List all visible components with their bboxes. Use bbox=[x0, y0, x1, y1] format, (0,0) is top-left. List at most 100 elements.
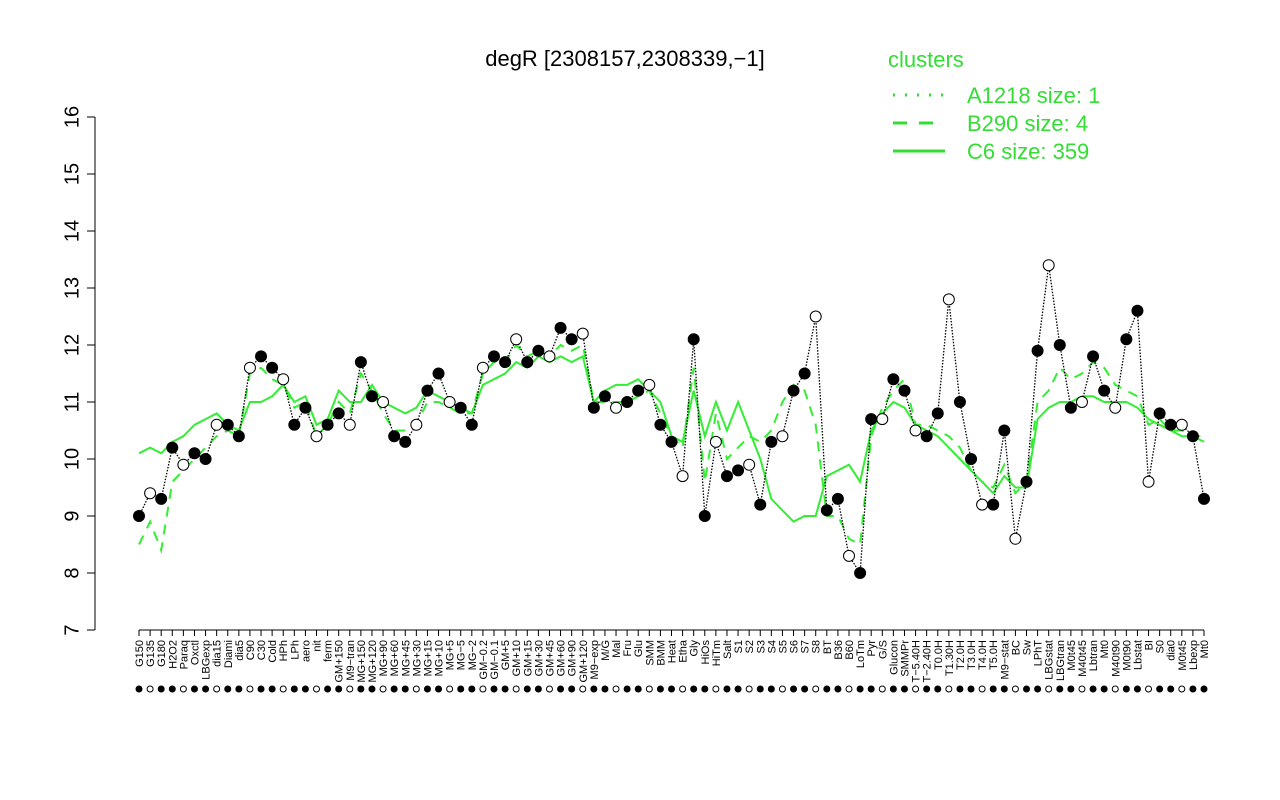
rug-marker bbox=[202, 685, 210, 693]
data-point bbox=[843, 549, 855, 562]
rug-marker bbox=[368, 685, 376, 693]
x-tick-label: MG−5 bbox=[456, 640, 468, 670]
x-tick-label: S3 bbox=[755, 640, 767, 653]
data-point bbox=[965, 453, 978, 465]
data-point bbox=[865, 413, 878, 426]
x-tick-label: Mt0 bbox=[1099, 640, 1111, 658]
rug-marker bbox=[468, 685, 476, 693]
rug-marker bbox=[923, 685, 931, 693]
data-point bbox=[610, 401, 623, 414]
data-point bbox=[1120, 333, 1133, 346]
rug-marker bbox=[423, 685, 431, 693]
rug-marker bbox=[1145, 685, 1153, 693]
x-tick-label: Diami bbox=[223, 640, 235, 668]
data-point bbox=[1164, 418, 1177, 431]
x-tick-label: T2.0H bbox=[955, 640, 967, 670]
data-point bbox=[1009, 532, 1022, 545]
data-point bbox=[665, 435, 678, 448]
data-point bbox=[465, 418, 478, 431]
data-point bbox=[632, 384, 645, 397]
x-tick-label: Cold bbox=[267, 640, 279, 663]
x-tick-label: T1.30H bbox=[944, 640, 956, 676]
data-point bbox=[510, 333, 523, 346]
rug-marker bbox=[523, 685, 531, 693]
rug-marker bbox=[390, 685, 398, 693]
data-point bbox=[144, 487, 157, 500]
x-tick-label: MG+5 bbox=[445, 640, 457, 670]
rug-marker bbox=[412, 685, 420, 693]
rug-marker bbox=[1122, 685, 1130, 693]
rug-marker bbox=[290, 685, 298, 693]
rug-marker bbox=[446, 685, 454, 693]
x-tick-label: MG+30 bbox=[411, 640, 423, 676]
x-tick-label: T5.0H bbox=[988, 640, 1000, 670]
rug-marker bbox=[801, 685, 809, 693]
x-tick-label: G150 bbox=[134, 640, 146, 667]
data-point bbox=[543, 350, 556, 363]
rug-marker bbox=[1167, 685, 1175, 693]
x-tick-label: GM+30 bbox=[533, 640, 545, 676]
x-tick-label: ferm bbox=[323, 640, 335, 662]
data-point bbox=[709, 435, 722, 448]
data-point bbox=[887, 373, 900, 386]
x-tick-label: S7 bbox=[800, 640, 812, 653]
data-point bbox=[310, 430, 323, 443]
data-point bbox=[598, 390, 611, 403]
data-point bbox=[942, 293, 955, 306]
data-point bbox=[787, 384, 800, 397]
rug-marker bbox=[767, 685, 775, 693]
x-tick-label: SMM bbox=[644, 640, 656, 666]
rug-marker bbox=[268, 685, 276, 693]
x-tick-label: B36 bbox=[833, 640, 845, 660]
rug-marker bbox=[956, 685, 964, 693]
rug-marker bbox=[1034, 685, 1042, 693]
x-tick-label: nit bbox=[312, 640, 324, 652]
data-point bbox=[909, 424, 922, 437]
x-tick-label: MG+90 bbox=[378, 640, 390, 676]
data-point bbox=[987, 498, 1000, 511]
x-tick-label: BMM bbox=[655, 640, 667, 666]
x-tick-label: Sw bbox=[1022, 640, 1034, 655]
legend-title: clusters bbox=[888, 47, 964, 72]
x-tick-label: MG+15 bbox=[422, 640, 434, 676]
data-point bbox=[133, 510, 145, 522]
x-tick-label: LBGstat bbox=[1044, 640, 1056, 680]
rug-marker bbox=[279, 685, 287, 693]
data-point bbox=[1175, 418, 1188, 431]
data-point bbox=[332, 407, 345, 420]
x-tick-label: M40t45 bbox=[1077, 640, 1089, 677]
data-point bbox=[743, 458, 756, 471]
x-tick-label: GM+120 bbox=[578, 640, 590, 683]
rug-marker bbox=[401, 685, 409, 693]
y-axis: 7 8 9 10 11 12 13 14 15 16 bbox=[61, 106, 96, 636]
data-point bbox=[854, 567, 867, 579]
rug-marker bbox=[1156, 685, 1164, 693]
rug-marker bbox=[501, 685, 509, 693]
rug-marker bbox=[634, 685, 642, 693]
rug-marker bbox=[579, 685, 587, 693]
x-tick-label: S8 bbox=[811, 640, 823, 653]
data-point bbox=[809, 310, 822, 323]
data-point bbox=[687, 333, 700, 346]
x-tick-label: GM−0.2 bbox=[478, 640, 490, 679]
rug-marker bbox=[668, 685, 675, 693]
rug-marker bbox=[834, 685, 842, 693]
x-tick-label: Lbexp bbox=[1188, 640, 1200, 670]
data-point bbox=[255, 350, 268, 363]
rug-marker bbox=[690, 685, 698, 693]
data-point bbox=[831, 492, 844, 505]
data-point bbox=[1142, 475, 1155, 488]
data-point bbox=[876, 413, 889, 426]
rug-marker bbox=[324, 685, 332, 693]
data-point bbox=[754, 498, 767, 511]
data-point bbox=[476, 361, 489, 374]
rug-marker bbox=[712, 685, 720, 693]
data-point bbox=[410, 418, 423, 431]
x-tick-label: GM+45 bbox=[544, 640, 556, 676]
x-tick-label: Glucon bbox=[888, 640, 900, 675]
x-tick-label: dia5 bbox=[234, 640, 246, 661]
rug-marker bbox=[1011, 685, 1019, 693]
data-point bbox=[798, 367, 811, 380]
data-point bbox=[232, 430, 245, 443]
data-point bbox=[1186, 430, 1199, 443]
